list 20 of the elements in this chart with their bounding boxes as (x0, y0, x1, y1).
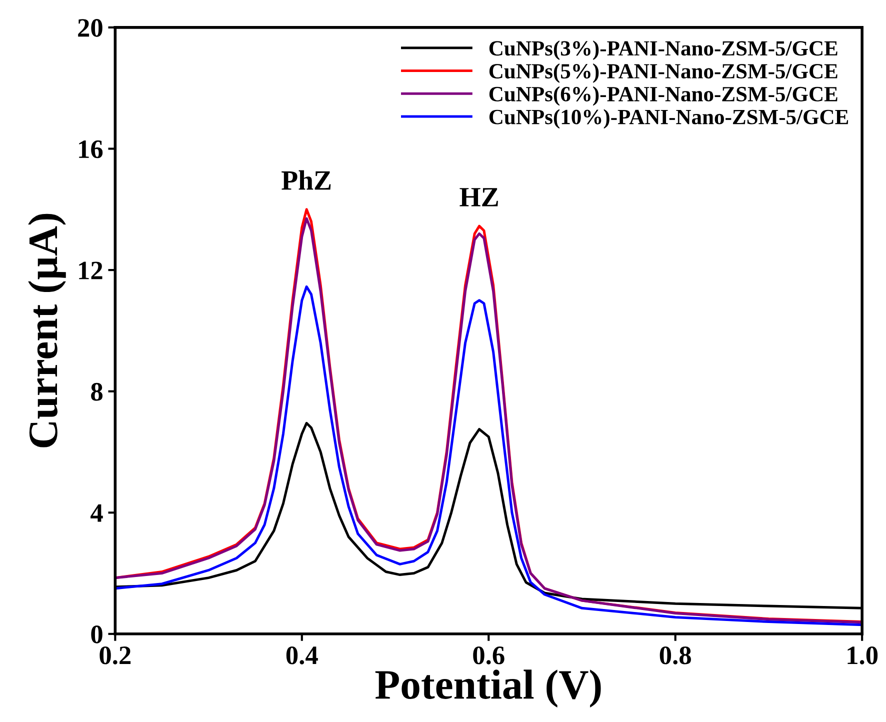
x-tick-label: 0.4 (286, 646, 318, 664)
annotation: PhZ (282, 170, 331, 190)
x-tick-label: 1.0 (848, 646, 878, 664)
y-axis-title: Current (µA) (28, 214, 66, 448)
legend-label: CuNPs(10%)-PANI-Nano-ZSM-5/GCE (489, 109, 848, 129)
x-tick-label: 0.6 (473, 646, 504, 664)
y-tick-label: 0 (91, 626, 102, 644)
x-tick-label: 0.2 (100, 646, 131, 664)
legend-label: CuNPs(3%)-PANI-Nano-ZSM-5/GCE (489, 40, 838, 60)
annotation: HZ (460, 188, 498, 206)
y-tick-label: 4 (90, 504, 103, 522)
y-tick-label: 20 (78, 19, 102, 37)
y-tick-label: 12 (79, 262, 102, 280)
legend-label: CuNPs(5%)-PANI-Nano-ZSM-5/GCE (489, 63, 838, 83)
x-tick-label: 0.8 (660, 646, 691, 664)
x-axis-title: Potential (V) (375, 670, 601, 708)
y-tick-label: 16 (79, 140, 103, 158)
line-series (115, 285, 862, 626)
y-tick-label: 8 (91, 382, 102, 401)
legend-label: CuNPs(6%)-PANI-Nano-ZSM-5/GCE (489, 86, 838, 106)
